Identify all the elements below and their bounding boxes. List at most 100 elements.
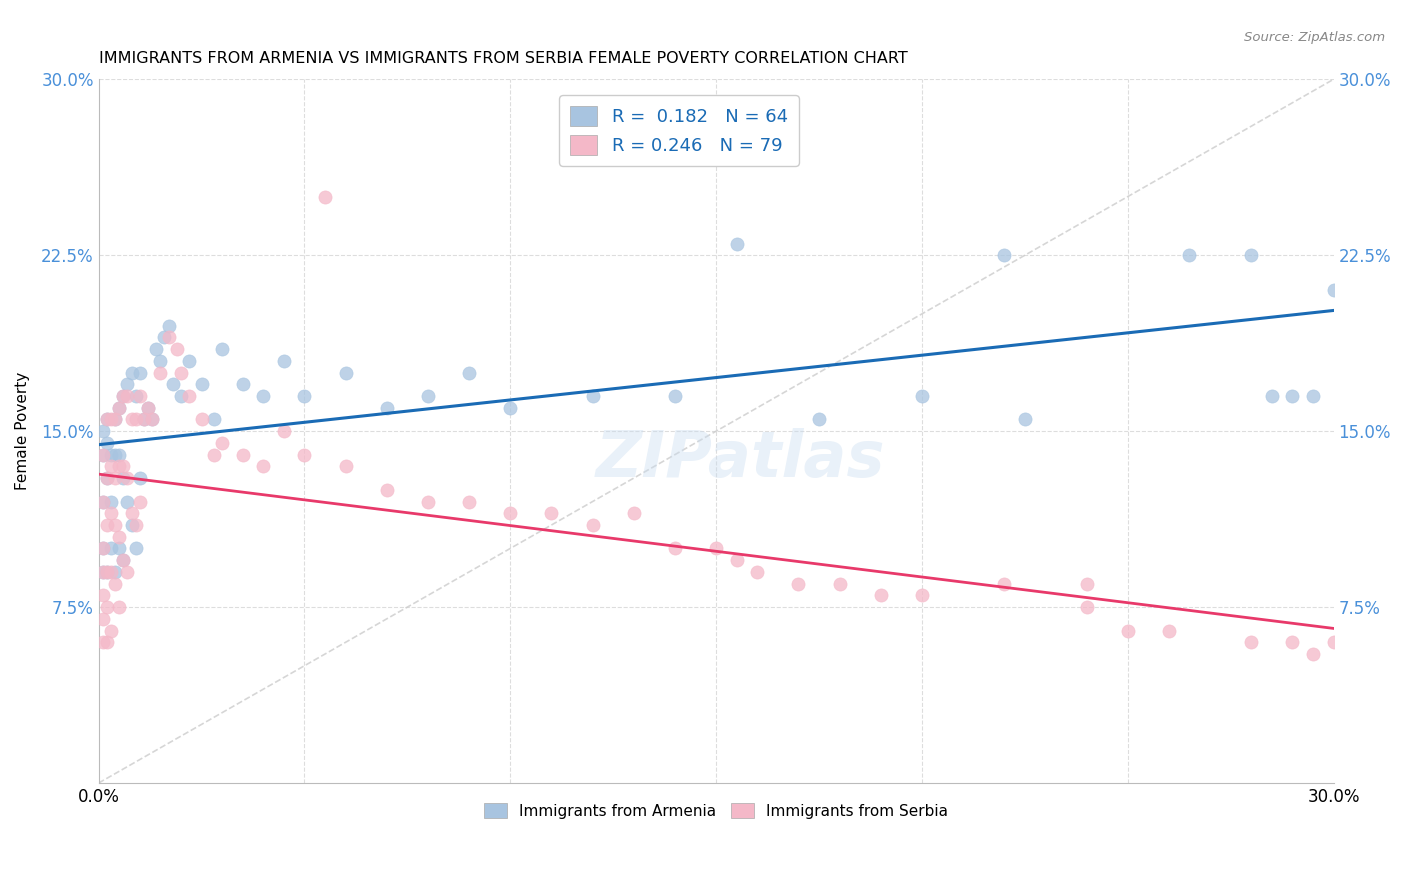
Point — [100, 541, 122, 556]
Point — [807, 412, 830, 426]
Point — [112, 553, 135, 567]
Point — [232, 377, 254, 392]
Point — [458, 494, 481, 508]
Point — [499, 401, 522, 415]
Point — [108, 401, 131, 415]
Point — [141, 412, 163, 426]
Point — [91, 541, 114, 556]
Point — [190, 377, 212, 392]
Point — [993, 576, 1015, 591]
Point — [153, 330, 176, 344]
Point — [375, 483, 398, 497]
Point — [149, 354, 172, 368]
Point — [273, 354, 295, 368]
Point — [664, 541, 686, 556]
Point — [179, 354, 201, 368]
Point — [100, 565, 122, 579]
Point — [100, 494, 122, 508]
Point — [91, 541, 114, 556]
Point — [273, 424, 295, 438]
Point — [117, 565, 139, 579]
Point — [294, 389, 316, 403]
Point — [91, 448, 114, 462]
Point — [112, 471, 135, 485]
Point — [100, 448, 122, 462]
Point — [104, 412, 127, 426]
Point — [581, 518, 603, 533]
Text: Source: ZipAtlas.com: Source: ZipAtlas.com — [1244, 31, 1385, 45]
Point — [104, 471, 127, 485]
Point — [124, 412, 146, 426]
Text: IMMIGRANTS FROM ARMENIA VS IMMIGRANTS FROM SERBIA FEMALE POVERTY CORRELATION CHA: IMMIGRANTS FROM ARMENIA VS IMMIGRANTS FR… — [98, 51, 907, 66]
Point — [91, 565, 114, 579]
Point — [1076, 600, 1098, 615]
Point — [112, 459, 135, 474]
Point — [108, 600, 131, 615]
Point — [725, 553, 748, 567]
Point — [1178, 248, 1201, 262]
Point — [787, 576, 810, 591]
Point — [664, 389, 686, 403]
Point — [416, 494, 439, 508]
Point — [104, 576, 127, 591]
Point — [91, 588, 114, 602]
Point — [96, 471, 118, 485]
Point — [1116, 624, 1139, 638]
Point — [104, 448, 127, 462]
Point — [108, 530, 131, 544]
Point — [458, 366, 481, 380]
Point — [96, 412, 118, 426]
Point — [136, 401, 159, 415]
Point — [581, 389, 603, 403]
Point — [96, 436, 118, 450]
Point — [91, 565, 114, 579]
Point — [91, 635, 114, 649]
Point — [145, 342, 167, 356]
Point — [179, 389, 201, 403]
Point — [124, 541, 146, 556]
Point — [540, 506, 562, 520]
Point — [1281, 389, 1303, 403]
Point — [108, 541, 131, 556]
Point — [100, 506, 122, 520]
Point — [108, 448, 131, 462]
Point — [117, 377, 139, 392]
Point — [112, 389, 135, 403]
Point — [335, 366, 357, 380]
Point — [157, 318, 180, 333]
Point — [232, 448, 254, 462]
Point — [96, 518, 118, 533]
Point — [1281, 635, 1303, 649]
Point — [911, 389, 934, 403]
Point — [124, 389, 146, 403]
Point — [117, 389, 139, 403]
Point — [157, 330, 180, 344]
Point — [149, 366, 172, 380]
Point — [335, 459, 357, 474]
Point — [96, 600, 118, 615]
Point — [166, 342, 188, 356]
Point — [104, 518, 127, 533]
Point — [112, 389, 135, 403]
Point — [252, 389, 274, 403]
Point — [91, 494, 114, 508]
Point — [121, 366, 143, 380]
Point — [1261, 389, 1284, 403]
Point — [96, 471, 118, 485]
Point — [96, 635, 118, 649]
Point — [96, 565, 118, 579]
Point — [117, 494, 139, 508]
Point — [1302, 389, 1324, 403]
Point — [162, 377, 184, 392]
Point — [128, 494, 150, 508]
Text: ZIPatlas: ZIPatlas — [596, 428, 886, 491]
Point — [1240, 635, 1263, 649]
Point — [202, 448, 225, 462]
Point — [108, 401, 131, 415]
Point — [128, 366, 150, 380]
Point — [499, 506, 522, 520]
Point — [128, 471, 150, 485]
Point — [170, 389, 193, 403]
Point — [211, 436, 233, 450]
Point — [202, 412, 225, 426]
